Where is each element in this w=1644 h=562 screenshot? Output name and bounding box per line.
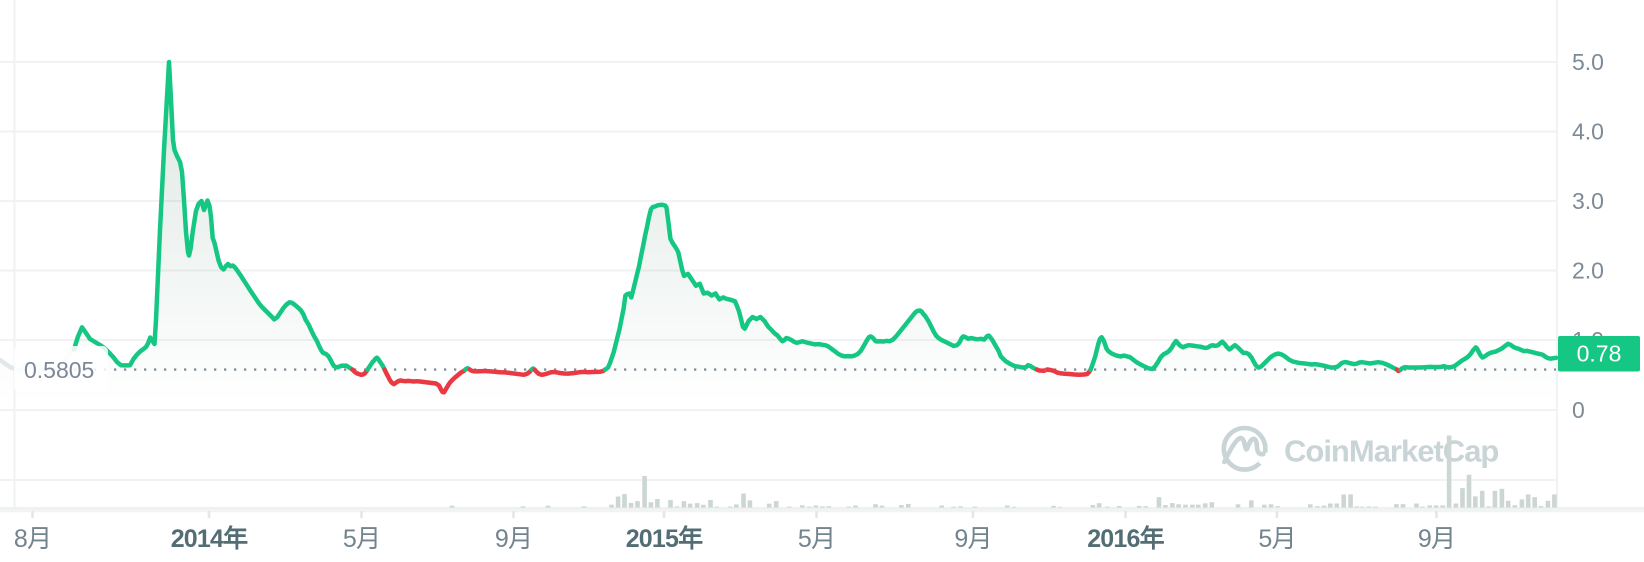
svg-text:2016年: 2016年 <box>1087 524 1164 553</box>
svg-text:4.0: 4.0 <box>1572 119 1604 145</box>
svg-text:5.0: 5.0 <box>1572 49 1604 75</box>
svg-text:5月: 5月 <box>1258 525 1295 553</box>
svg-text:5月: 5月 <box>343 525 380 553</box>
svg-text:2015年: 2015年 <box>626 524 703 553</box>
svg-text:8月: 8月 <box>14 525 51 553</box>
svg-text:9月: 9月 <box>954 525 991 553</box>
svg-text:5月: 5月 <box>798 525 835 553</box>
svg-text:9月: 9月 <box>495 525 532 553</box>
svg-text:3.0: 3.0 <box>1572 188 1604 214</box>
svg-text:CoinMarketCap: CoinMarketCap <box>1284 434 1498 469</box>
svg-text:0: 0 <box>1572 397 1585 423</box>
svg-text:0.78: 0.78 <box>1577 341 1622 367</box>
svg-text:9月: 9月 <box>1418 525 1455 553</box>
svg-text:2014年: 2014年 <box>171 524 248 553</box>
svg-text:2.0: 2.0 <box>1572 258 1604 284</box>
svg-text:0.5805: 0.5805 <box>24 357 94 383</box>
